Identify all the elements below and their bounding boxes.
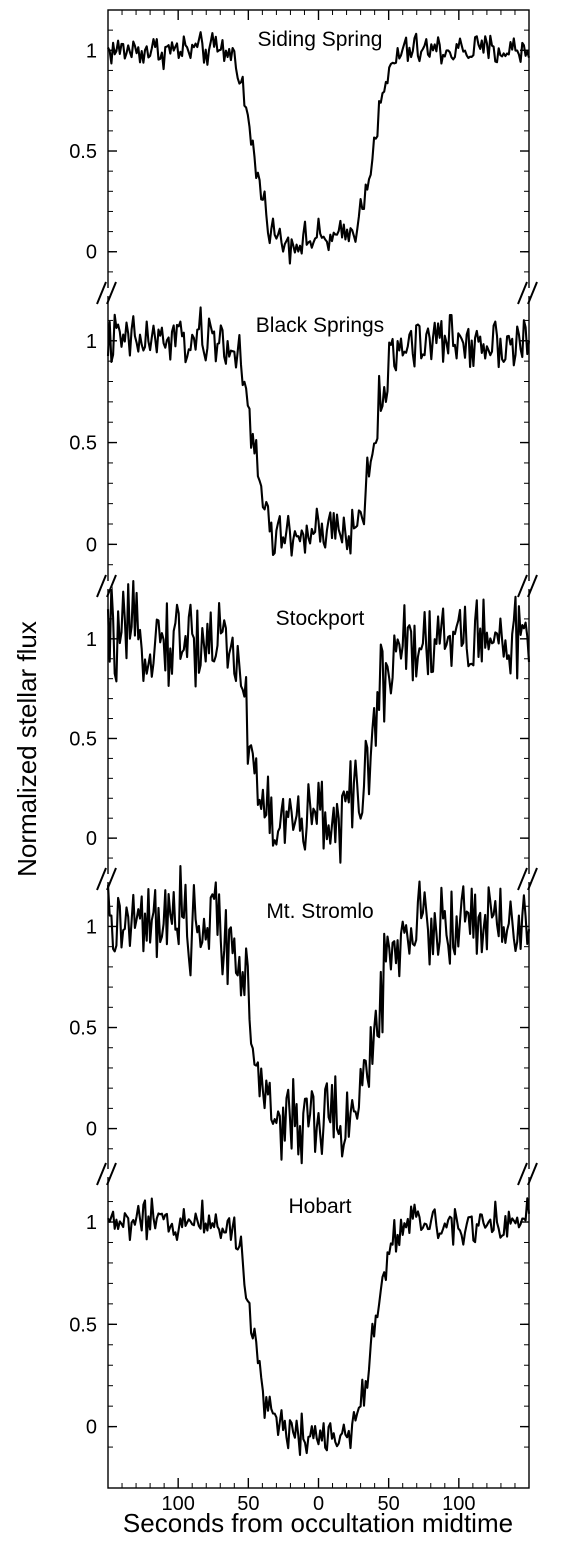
axis-break-mark <box>96 867 107 891</box>
panel-4: 0 0.5 1 Hobart <box>69 1195 531 1456</box>
axis-break-mark <box>527 574 538 598</box>
lightcurve-line <box>106 579 531 864</box>
y-tick-label: 0.5 <box>69 1314 97 1336</box>
y-tick-label: 0 <box>86 1417 97 1439</box>
axis-break-mark <box>96 1162 107 1186</box>
y-tick-label: 0.5 <box>69 433 97 455</box>
y-tick-label: 0 <box>86 534 97 556</box>
panel-label: Siding Spring <box>258 28 383 51</box>
panels-layer: 0 0.5 1 Siding Spring 0 0.5 1 Black Springs 0 0.5… <box>69 28 531 1456</box>
axis-break-mark <box>106 867 117 891</box>
axis-break-mark <box>106 1162 117 1186</box>
x-axis-title: Seconds from occultation midtime <box>123 1508 513 1538</box>
x-tick-label: 50 <box>378 1493 400 1515</box>
axis-break-mark <box>96 281 107 305</box>
axis-break-mark <box>527 281 538 305</box>
y-tick-label: 0.5 <box>69 141 97 163</box>
y-tick-label: 0 <box>86 828 97 850</box>
x-tick-label: 50 <box>237 1493 259 1515</box>
y-tick-label: 1 <box>86 331 97 353</box>
y-tick-label: 1 <box>86 916 97 938</box>
x-axis: 100 50 0 50 100 <box>121 10 516 1515</box>
panel-label: Hobart <box>288 1195 351 1218</box>
x-tick-label: 0 <box>313 1493 324 1515</box>
y-tick-label: 1 <box>86 40 97 62</box>
plot-frame <box>107 9 530 1489</box>
x-tick-label: 100 <box>161 1493 194 1515</box>
axis-break-mark <box>517 867 528 891</box>
panel-0: 0 0.5 1 Siding Spring <box>69 28 531 273</box>
y-axis-title: Normalized stellar flux <box>12 621 42 877</box>
panel-1: 0 0.5 1 Black Springs <box>69 306 531 566</box>
y-tick-label: 0 <box>86 242 97 264</box>
panel-label: Black Springs <box>256 314 384 337</box>
axis-break-mark <box>106 574 117 598</box>
axis-break-gap <box>104 288 112 296</box>
axis-break-gap <box>525 1169 533 1177</box>
axis-breaks <box>96 281 538 1186</box>
y-tick-label: 1 <box>86 1212 97 1234</box>
axis-break-mark <box>517 281 528 305</box>
lightcurve-line <box>106 306 531 557</box>
x-tick-label: 100 <box>442 1493 475 1515</box>
axis-break-mark <box>106 281 117 305</box>
panel-3: 0 0.5 1 Mt. Stromlo <box>69 864 531 1165</box>
axis-break-gap <box>525 288 533 296</box>
y-tick-label: 0.5 <box>69 728 97 750</box>
y-tick-label: 0 <box>86 1119 97 1141</box>
y-tick-label: 1 <box>86 629 97 651</box>
axis-break-gap <box>525 874 533 882</box>
panel-label: Stockport <box>276 607 365 630</box>
axis-break-gap <box>104 874 112 882</box>
axis-break-mark <box>517 1162 528 1186</box>
axis-break-mark <box>527 1162 538 1186</box>
y-tick-label: 0.5 <box>69 1018 97 1040</box>
axis-break-mark <box>517 574 528 598</box>
axis-break-mark <box>527 867 538 891</box>
axis-break-gap <box>104 1169 112 1177</box>
panel-label: Mt. Stromlo <box>266 900 373 923</box>
axis-break-gap <box>525 581 533 589</box>
lightcurve-line <box>107 1197 531 1456</box>
axis-break-gap <box>104 581 112 589</box>
panel-2: 0 0.5 1 Stockport <box>69 579 531 864</box>
axis-break-mark <box>96 574 107 598</box>
lightcurve-line <box>106 864 531 1165</box>
lightcurve-line <box>107 31 531 265</box>
